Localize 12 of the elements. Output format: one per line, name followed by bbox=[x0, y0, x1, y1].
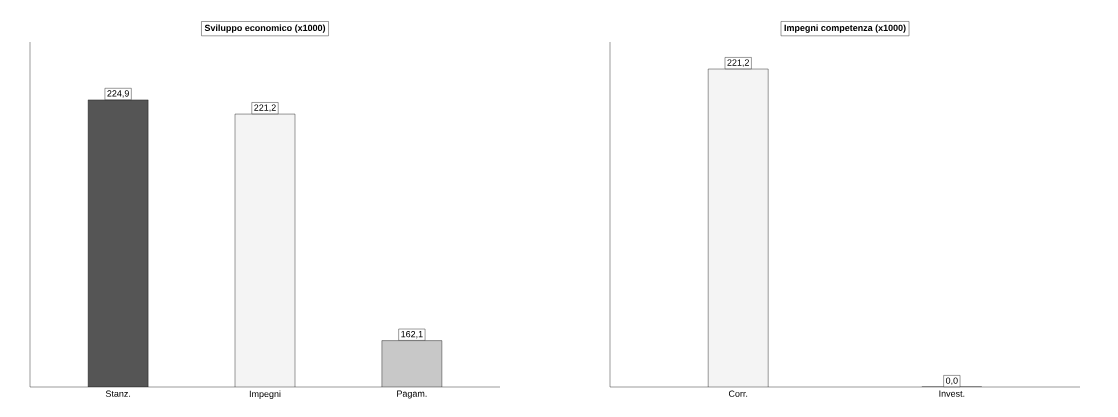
x-tick-label: Stanz. bbox=[105, 390, 131, 397]
data-label: 0,0 bbox=[945, 377, 958, 385]
data-label: 162,1 bbox=[401, 331, 423, 339]
chart-title: Sviluppo economico (x1000) bbox=[204, 24, 326, 33]
data-label: 221,2 bbox=[727, 59, 749, 67]
chart-title: Impegni competenza (x1000) bbox=[784, 24, 906, 33]
data-label: 224,9 bbox=[107, 90, 129, 98]
x-tick-label: Pagam. bbox=[397, 390, 427, 399]
data-label: 221,2 bbox=[254, 104, 276, 112]
x-tick-label: Invest. bbox=[939, 390, 965, 397]
x-tick-label: Corr. bbox=[728, 390, 748, 397]
x-tick-label: Impegni bbox=[249, 390, 281, 399]
